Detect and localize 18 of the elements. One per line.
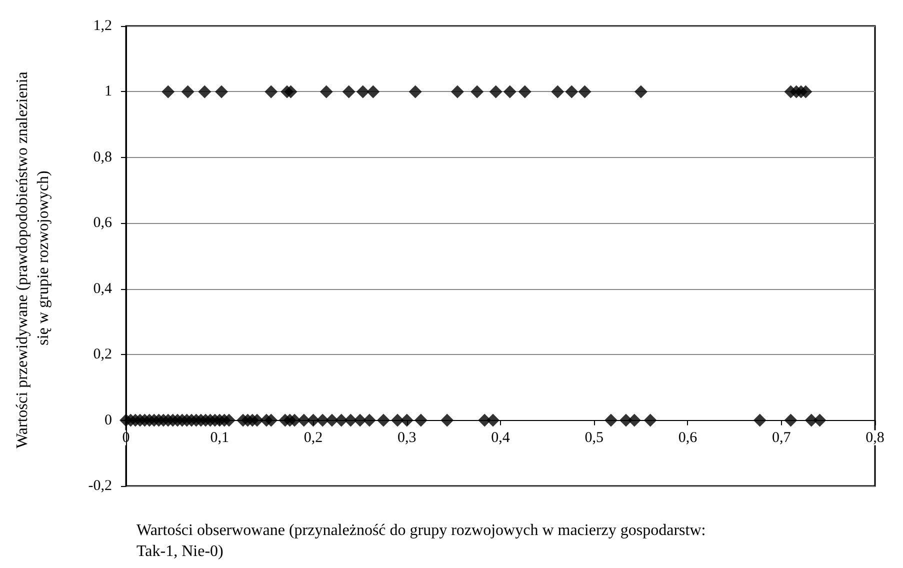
x-tick-label: 0,2 bbox=[304, 430, 323, 446]
x-tick-label: 0,7 bbox=[772, 430, 792, 446]
y-axis-title: Wartości przewidywane (prawdopodobieństwo znalezienia się w grupie rozwojowych) bbox=[14, 68, 52, 448]
y-tick-label: 0 bbox=[104, 412, 112, 428]
y-tick-label: -0,2 bbox=[88, 478, 112, 494]
y-tick-label: 1,2 bbox=[93, 18, 112, 34]
x-axis-title: Wartości obserwowane (przynależność do grupy rozwojowych w macierzy gospodarstw: Tak-1, Nie-0) bbox=[136, 522, 710, 560]
x-tick-label: 0,8 bbox=[866, 430, 884, 446]
y-tick-label: 0,8 bbox=[93, 149, 112, 166]
y-tick-label: 0,2 bbox=[93, 346, 112, 363]
y-tick-label: 0,4 bbox=[93, 280, 112, 297]
y-tick-label: 1 bbox=[104, 84, 112, 100]
y-tick-label: 0,6 bbox=[93, 215, 112, 232]
x-tick-label: 0,5 bbox=[584, 430, 604, 446]
x-tick-label: 0,1 bbox=[210, 430, 229, 446]
x-tick-label: 0,6 bbox=[678, 430, 698, 446]
x-tick-label: 0,3 bbox=[398, 430, 416, 446]
x-tick-label: 0,4 bbox=[491, 430, 510, 446]
